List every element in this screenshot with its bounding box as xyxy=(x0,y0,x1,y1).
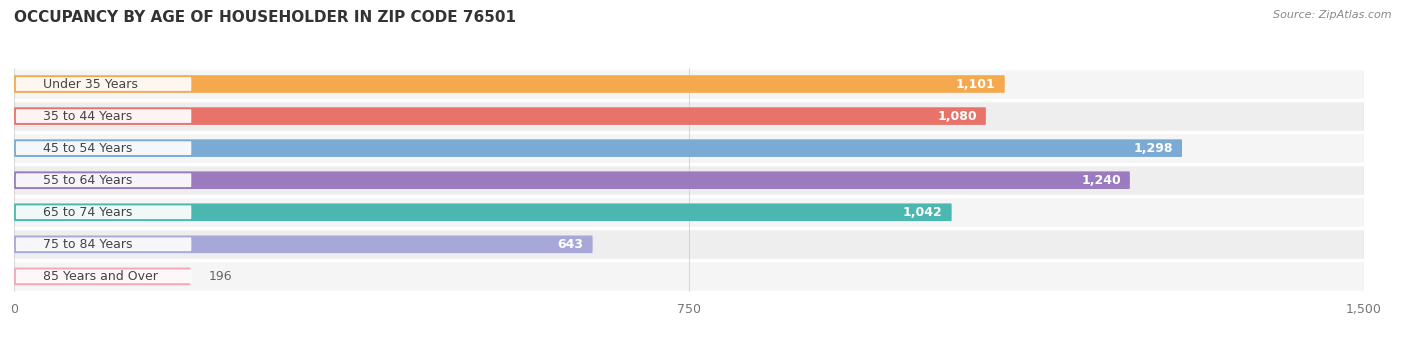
Text: 75 to 84 Years: 75 to 84 Years xyxy=(42,238,132,251)
FancyBboxPatch shape xyxy=(14,75,1005,93)
Text: OCCUPANCY BY AGE OF HOUSEHOLDER IN ZIP CODE 76501: OCCUPANCY BY AGE OF HOUSEHOLDER IN ZIP C… xyxy=(14,10,516,25)
FancyBboxPatch shape xyxy=(15,205,191,219)
Text: 196: 196 xyxy=(208,270,232,283)
Text: 1,298: 1,298 xyxy=(1133,142,1173,155)
Bar xyxy=(14,164,1364,196)
Text: 1,240: 1,240 xyxy=(1081,174,1121,187)
Text: 35 to 44 Years: 35 to 44 Years xyxy=(42,109,132,123)
FancyBboxPatch shape xyxy=(14,236,593,253)
Bar xyxy=(14,68,1364,100)
FancyBboxPatch shape xyxy=(15,173,191,187)
Text: 85 Years and Over: 85 Years and Over xyxy=(42,270,157,283)
Bar xyxy=(14,196,1364,228)
Text: 65 to 74 Years: 65 to 74 Years xyxy=(42,206,132,219)
Text: Under 35 Years: Under 35 Years xyxy=(42,78,138,90)
FancyBboxPatch shape xyxy=(14,268,190,285)
Bar xyxy=(14,100,1364,132)
FancyBboxPatch shape xyxy=(14,139,1182,157)
FancyBboxPatch shape xyxy=(15,141,191,155)
Text: 1,101: 1,101 xyxy=(956,78,995,90)
FancyBboxPatch shape xyxy=(15,237,191,251)
Bar xyxy=(14,228,1364,260)
Bar xyxy=(14,260,1364,292)
FancyBboxPatch shape xyxy=(15,270,191,283)
FancyBboxPatch shape xyxy=(15,77,191,91)
Text: 45 to 54 Years: 45 to 54 Years xyxy=(42,142,132,155)
Text: 1,042: 1,042 xyxy=(903,206,942,219)
Text: 55 to 64 Years: 55 to 64 Years xyxy=(42,174,132,187)
FancyBboxPatch shape xyxy=(15,109,191,123)
FancyBboxPatch shape xyxy=(14,107,986,125)
FancyBboxPatch shape xyxy=(14,203,952,221)
Bar xyxy=(14,132,1364,164)
Text: 643: 643 xyxy=(558,238,583,251)
Text: 1,080: 1,080 xyxy=(938,109,977,123)
Text: Source: ZipAtlas.com: Source: ZipAtlas.com xyxy=(1274,10,1392,20)
FancyBboxPatch shape xyxy=(14,171,1130,189)
